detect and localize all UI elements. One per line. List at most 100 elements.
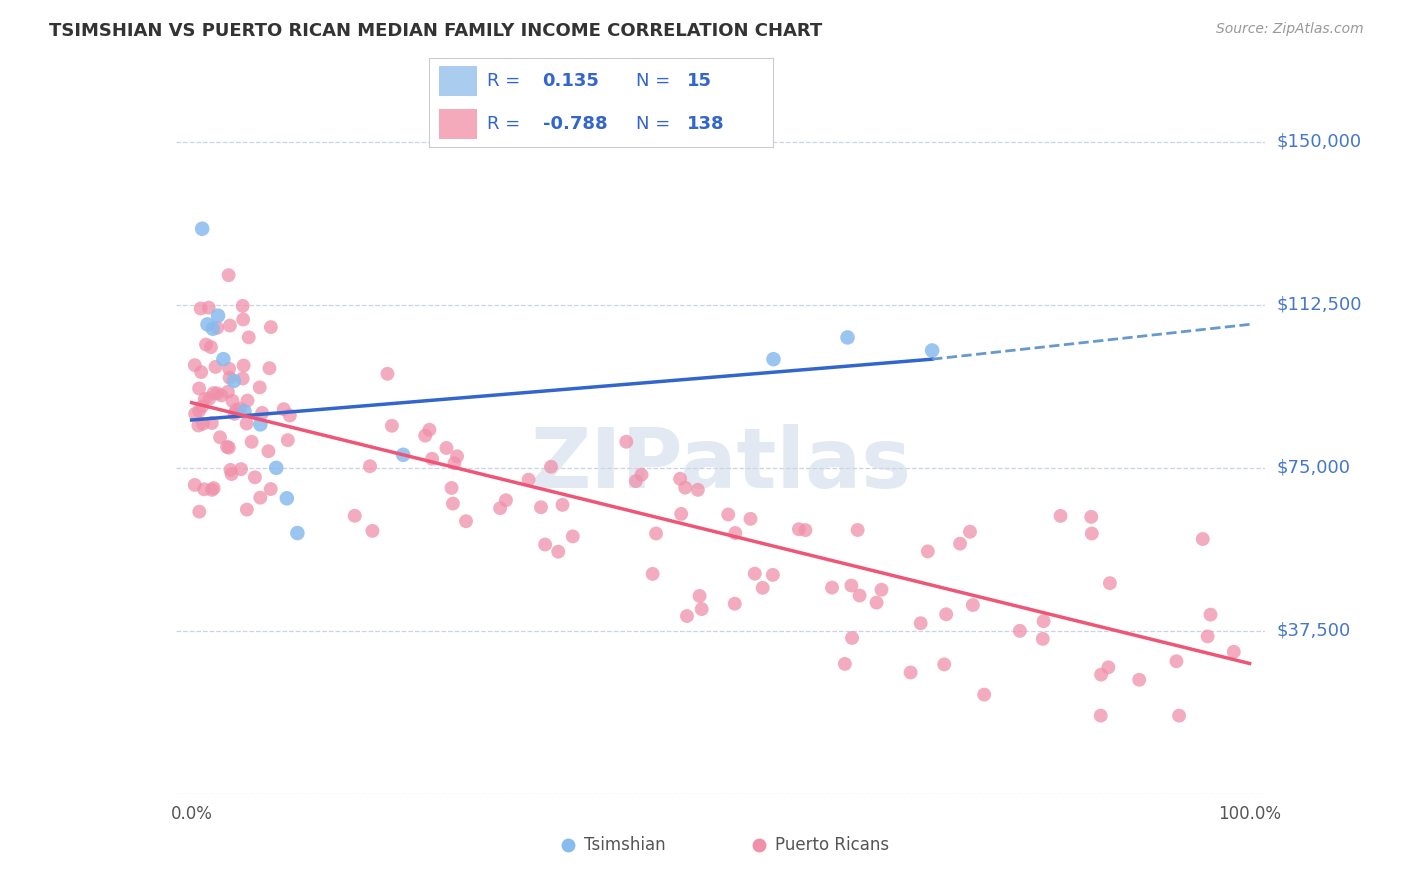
Text: N =: N = — [636, 72, 669, 90]
Point — [413, 428, 436, 442]
Point — [1081, 526, 1104, 541]
Text: ZIPatlas: ZIPatlas — [530, 424, 911, 505]
Point — [215, 440, 238, 454]
Point — [676, 609, 699, 624]
Point — [1097, 660, 1119, 674]
Point — [187, 418, 209, 433]
Point — [184, 478, 207, 492]
Point — [188, 404, 211, 418]
Point — [243, 470, 266, 484]
Point — [195, 337, 218, 351]
Point — [218, 441, 240, 455]
Text: N =: N = — [636, 115, 669, 133]
Point — [1080, 509, 1102, 524]
Point — [201, 322, 224, 336]
Point — [260, 482, 283, 496]
Point — [418, 423, 440, 437]
Point — [645, 526, 668, 541]
Point — [834, 657, 856, 671]
Point — [673, 481, 696, 495]
FancyBboxPatch shape — [439, 109, 477, 139]
Point — [794, 523, 817, 537]
Point — [222, 374, 245, 388]
Point — [201, 483, 224, 497]
Point — [276, 491, 298, 506]
Point — [641, 566, 664, 581]
Point — [551, 498, 574, 512]
Text: $75,000: $75,000 — [1277, 458, 1351, 477]
Point — [495, 493, 517, 508]
Point — [717, 508, 740, 522]
Point — [1128, 673, 1150, 687]
Point — [197, 301, 219, 315]
Point — [236, 502, 259, 516]
Point — [534, 537, 557, 551]
Point — [1098, 576, 1121, 591]
Point — [440, 481, 463, 495]
Point — [205, 386, 228, 401]
Point — [218, 370, 240, 384]
Point — [229, 401, 252, 416]
Text: Source: ZipAtlas.com: Source: ZipAtlas.com — [1216, 22, 1364, 37]
Point — [232, 371, 254, 385]
Point — [225, 403, 247, 417]
Text: $112,500: $112,500 — [1277, 296, 1362, 314]
Point — [935, 607, 957, 622]
Point — [257, 444, 280, 458]
Point — [238, 330, 260, 344]
Point — [1090, 708, 1112, 723]
Point — [669, 472, 692, 486]
Point — [188, 505, 211, 519]
Point — [614, 434, 637, 449]
Text: TSIMSHIAN VS PUERTO RICAN MEDIAN FAMILY INCOME CORRELATION CHART: TSIMSHIAN VS PUERTO RICAN MEDIAN FAMILY … — [49, 22, 823, 40]
Point — [420, 451, 443, 466]
Point — [530, 500, 553, 515]
Text: -0.788: -0.788 — [543, 115, 607, 133]
Point — [377, 367, 399, 381]
Point — [870, 582, 893, 597]
Point — [517, 473, 540, 487]
Text: $150,000: $150,000 — [1277, 133, 1361, 151]
Point — [232, 299, 254, 313]
Point — [1008, 624, 1031, 638]
Point — [240, 434, 263, 449]
Point — [221, 393, 243, 408]
Point — [686, 483, 709, 497]
Point — [1197, 629, 1219, 643]
Point — [218, 268, 240, 282]
Point — [219, 318, 242, 333]
Point — [962, 598, 984, 612]
Point — [191, 417, 214, 431]
Point — [624, 474, 647, 488]
Point — [232, 359, 254, 373]
FancyBboxPatch shape — [439, 66, 477, 96]
Point — [209, 430, 232, 444]
Point — [197, 318, 219, 332]
Point — [278, 409, 301, 423]
Point — [489, 501, 512, 516]
Point — [1199, 607, 1222, 622]
Point — [219, 463, 242, 477]
Point — [264, 460, 287, 475]
Point — [436, 441, 458, 455]
Point — [1032, 614, 1054, 628]
Point — [762, 352, 785, 367]
Point — [273, 402, 295, 417]
Point — [724, 597, 747, 611]
Point — [198, 392, 221, 406]
Point — [250, 406, 273, 420]
Point — [846, 523, 869, 537]
Point — [359, 459, 381, 474]
Point — [973, 688, 995, 702]
Text: Puerto Ricans: Puerto Ricans — [775, 837, 889, 855]
Point — [392, 448, 415, 462]
Point — [204, 359, 226, 374]
Point — [689, 589, 711, 603]
Point — [848, 589, 870, 603]
Point — [1090, 667, 1112, 681]
Text: $37,500: $37,500 — [1277, 622, 1351, 640]
Point — [259, 361, 281, 376]
Point — [236, 393, 259, 408]
Text: Tsimshian: Tsimshian — [585, 837, 666, 855]
Point — [751, 581, 773, 595]
